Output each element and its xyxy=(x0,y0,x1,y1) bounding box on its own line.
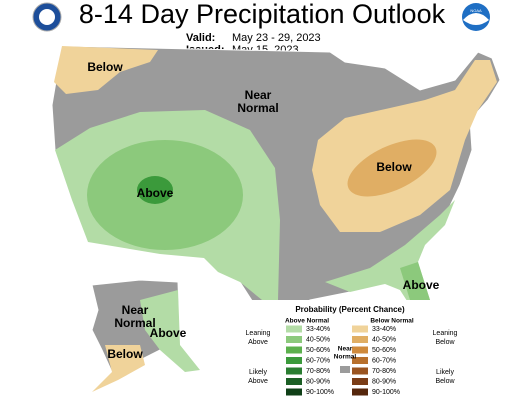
near-normal-label: Near xyxy=(338,346,353,353)
legend-bin-label: 90-100% xyxy=(372,389,400,396)
near-normal-swatch xyxy=(340,366,350,373)
map-label: Near xyxy=(122,303,149,317)
map-label: Below xyxy=(107,347,143,361)
map-label: Normal xyxy=(237,101,278,115)
legend-swatch xyxy=(352,346,368,354)
legend-bin-label: 60-70% xyxy=(306,357,330,364)
legend-swatch xyxy=(352,388,368,396)
commerce-logo-inner xyxy=(39,9,55,25)
map-label: Above xyxy=(150,326,187,340)
east-below-40 xyxy=(347,139,437,197)
below-heading: Below Normal xyxy=(370,318,414,325)
leaning-below-label: Leaning xyxy=(433,330,458,337)
legend-swatch xyxy=(286,357,302,364)
likely-above-label: Above xyxy=(248,378,268,385)
valid-dates: May 23 - 29, 2023 xyxy=(232,32,321,44)
nw-below-region xyxy=(54,46,158,94)
legend-swatch xyxy=(286,346,302,354)
legend-bin-label: 40-50% xyxy=(306,336,330,343)
valid-label: Valid: xyxy=(186,32,215,44)
likely-above-label: Likely xyxy=(249,369,267,376)
legend-swatch xyxy=(352,325,368,333)
map-label: Below xyxy=(87,60,123,74)
legend-swatch xyxy=(286,325,302,333)
map-label: Near xyxy=(245,88,272,102)
leaning-below-label: Below xyxy=(435,339,455,346)
noaa-logo-wave xyxy=(463,13,489,25)
leaning-above-label: Above xyxy=(248,339,268,346)
legend-bin-label: 50-60% xyxy=(306,347,330,354)
leaning-above-label: Leaning xyxy=(246,330,271,337)
legend-bin-label: 70-80% xyxy=(306,368,330,375)
legend-swatch xyxy=(286,378,302,385)
noaa-logo-text: NOAA xyxy=(470,8,482,13)
alaska-below xyxy=(92,345,145,392)
likely-below-label: Below xyxy=(435,378,455,385)
legend-swatch xyxy=(352,367,368,375)
legend-swatch xyxy=(352,378,368,385)
legend-bin-label: 33-40% xyxy=(306,326,330,333)
legend-bin-label: 33-40% xyxy=(372,326,396,333)
sw-above-50 xyxy=(137,176,173,204)
legend-swatch xyxy=(286,367,302,375)
map-label: Above xyxy=(403,278,440,292)
near-normal-label: Normal xyxy=(334,354,357,361)
legend-swatch xyxy=(286,388,302,396)
likely-below-label: Likely xyxy=(436,369,454,376)
legend-swatch xyxy=(352,336,368,343)
map-label: Above xyxy=(137,186,174,200)
map-label: Normal xyxy=(114,316,155,330)
legend-bin-label: 60-70% xyxy=(372,357,396,364)
legend-bin-label: 70-80% xyxy=(372,368,396,375)
legend-bin-label: 40-50% xyxy=(372,336,396,343)
legend-bin-label: 50-60% xyxy=(372,347,396,354)
legend-bin-label: 80-90% xyxy=(306,378,330,385)
map-label: Below xyxy=(376,160,412,174)
legend-bin-label: 80-90% xyxy=(372,378,396,385)
title: 8-14 Day Precipitation Outlook xyxy=(79,0,446,29)
legend-title: Probability (Percent Chance) xyxy=(295,305,405,314)
legend-bin-label: 90-100% xyxy=(306,389,334,396)
legend-swatch xyxy=(286,336,302,343)
legend-swatch xyxy=(352,357,368,364)
alaska-above xyxy=(140,290,200,372)
above-heading: Above Normal xyxy=(285,318,329,325)
